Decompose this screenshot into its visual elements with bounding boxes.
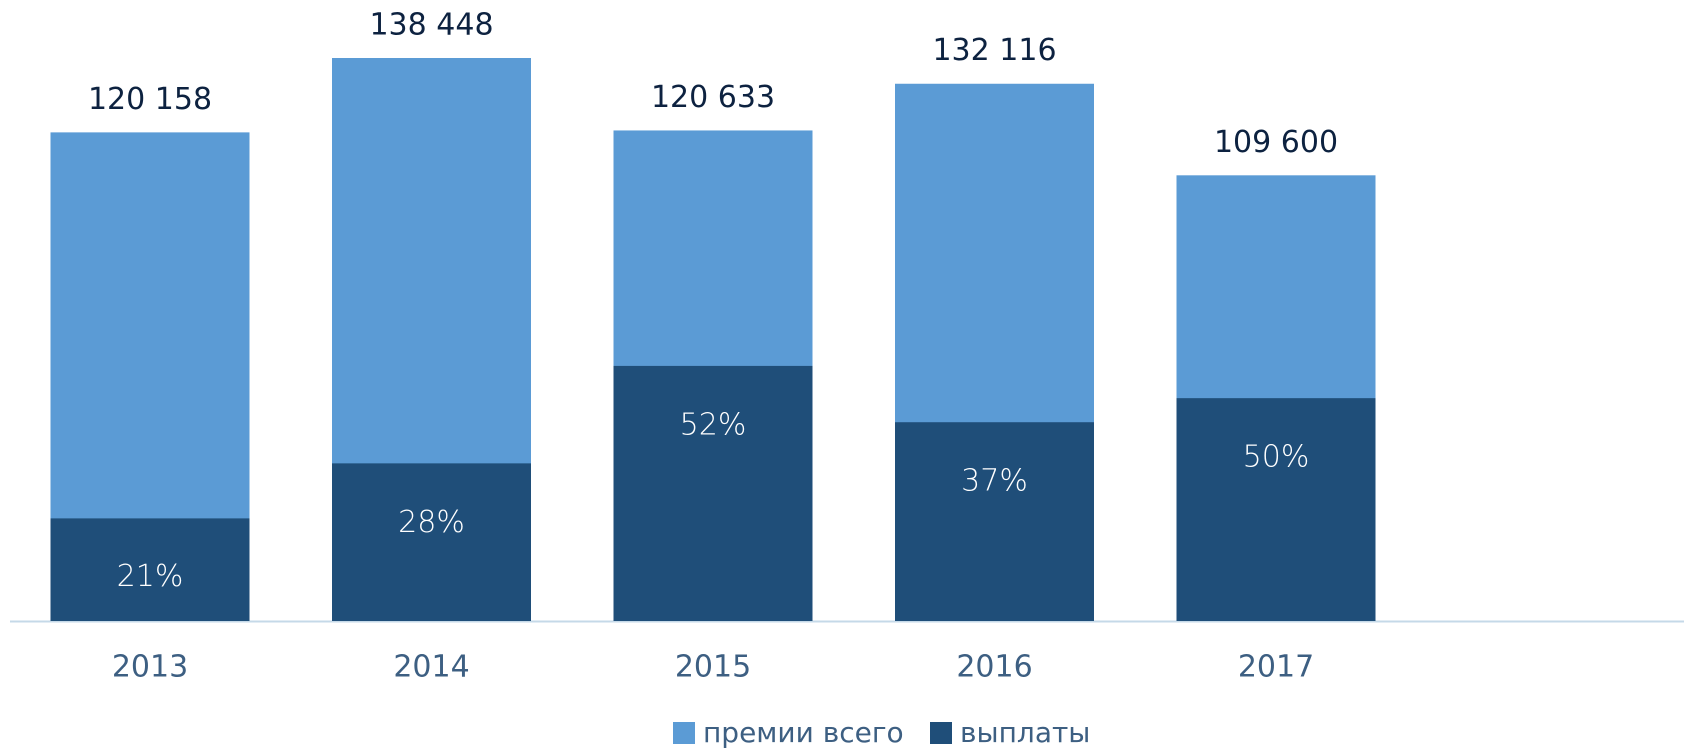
- bar-payout: [1176, 398, 1376, 621]
- bar-payout: [50, 518, 250, 621]
- legend-label: выплаты: [960, 716, 1090, 748]
- bar-payout: [895, 422, 1094, 621]
- bar-payout: [332, 463, 531, 621]
- share-label: 28%: [398, 505, 465, 540]
- share-label: 21%: [117, 559, 184, 594]
- legend-swatch: [930, 722, 952, 744]
- value-label: 109 600: [1214, 125, 1338, 160]
- share-label: 50%: [1243, 440, 1310, 475]
- x-tick-label: 2015: [675, 650, 751, 685]
- x-tick-label: 2017: [1238, 650, 1314, 685]
- share-label: 52%: [680, 407, 747, 442]
- value-label: 120 633: [651, 80, 775, 115]
- value-label: 132 116: [932, 33, 1056, 68]
- x-tick-label: 2013: [112, 650, 188, 685]
- share-label: 37%: [961, 464, 1028, 499]
- value-label: 138 448: [369, 8, 493, 43]
- bar-payout: [613, 365, 813, 621]
- legend-label: премии всего: [703, 716, 904, 748]
- x-tick-label: 2014: [393, 650, 469, 685]
- x-tick-label: 2016: [956, 650, 1032, 685]
- value-label: 120 158: [88, 82, 212, 117]
- legend-swatch: [673, 722, 695, 744]
